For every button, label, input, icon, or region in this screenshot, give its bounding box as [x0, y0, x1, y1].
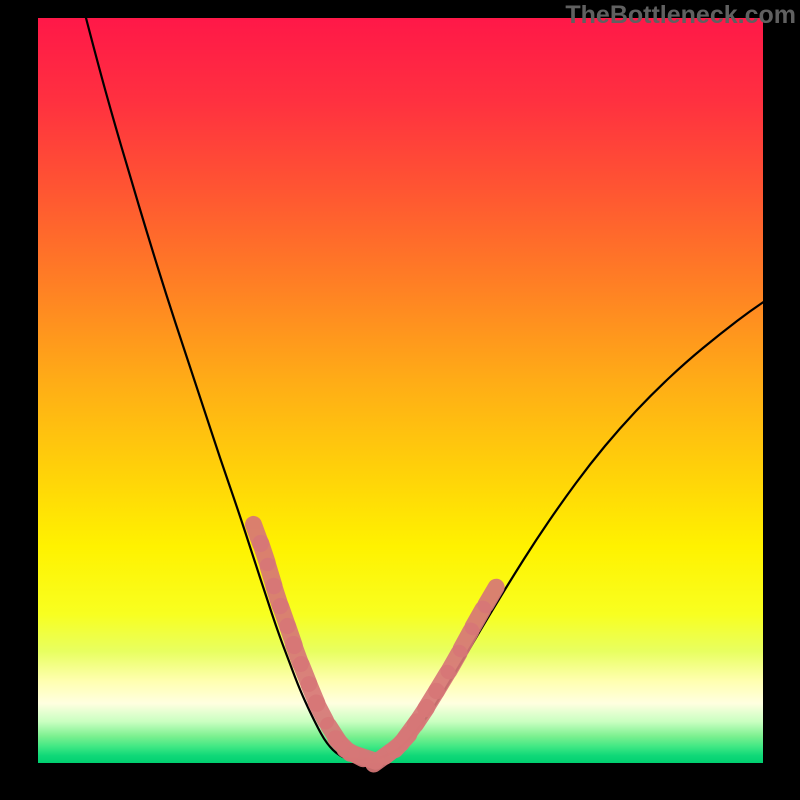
watermark-text: TheBottleneck.com [565, 1, 796, 30]
plot-area [38, 18, 763, 763]
chart-svg [0, 0, 800, 800]
chart-canvas: TheBottleneck.com [0, 0, 800, 800]
curve-marker [486, 587, 496, 605]
